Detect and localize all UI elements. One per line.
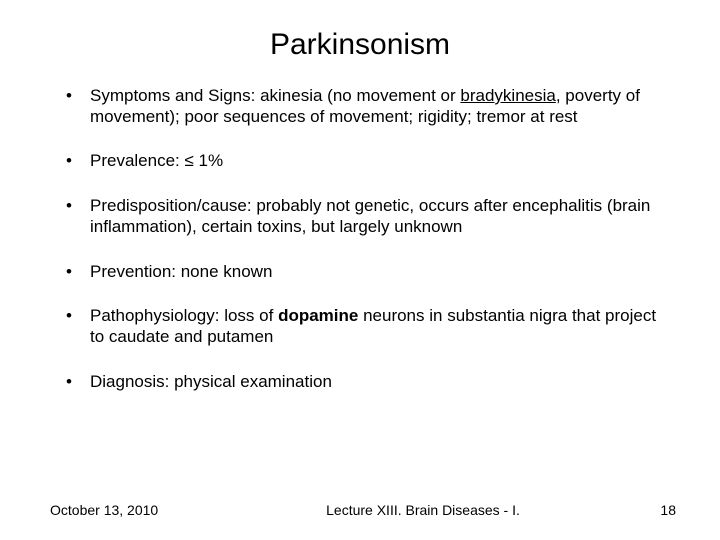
- footer-page-number: 18: [660, 502, 676, 518]
- bullet-text: Diagnosis: physical examination: [90, 372, 332, 391]
- bullet-text: Pathophysiology: loss of: [90, 306, 278, 325]
- bullet-list: Symptoms and Signs: akinesia (no movemen…: [66, 86, 670, 393]
- footer-center: Lecture XIII. Brain Diseases - I.: [170, 502, 676, 518]
- underlined-term: bradykinesia: [460, 86, 555, 105]
- bullet-item: Diagnosis: physical examination: [66, 372, 670, 393]
- bullet-item: Predisposition/cause: probably not genet…: [66, 196, 670, 237]
- bullet-item: Prevention: none known: [66, 262, 670, 283]
- bullet-item: Prevalence: ≤ 1%: [66, 151, 670, 172]
- bullet-item: Symptoms and Signs: akinesia (no movemen…: [66, 86, 670, 127]
- slide-footer: October 13, 2010 Lecture XIII. Brain Dis…: [50, 502, 676, 518]
- slide: Parkinsonism Symptoms and Signs: akinesi…: [0, 0, 720, 540]
- bullet-text: Symptoms and Signs: akinesia (no movemen…: [90, 86, 460, 105]
- bullet-item: Pathophysiology: loss of dopamine neuron…: [66, 306, 670, 347]
- footer-date: October 13, 2010: [50, 502, 158, 518]
- bullet-text: Prevalence: ≤ 1%: [90, 151, 223, 170]
- bullet-text: Predisposition/cause: probably not genet…: [90, 196, 650, 236]
- bold-term: dopamine: [278, 306, 358, 325]
- slide-title: Parkinsonism: [50, 28, 670, 62]
- bullet-text: Prevention: none known: [90, 262, 272, 281]
